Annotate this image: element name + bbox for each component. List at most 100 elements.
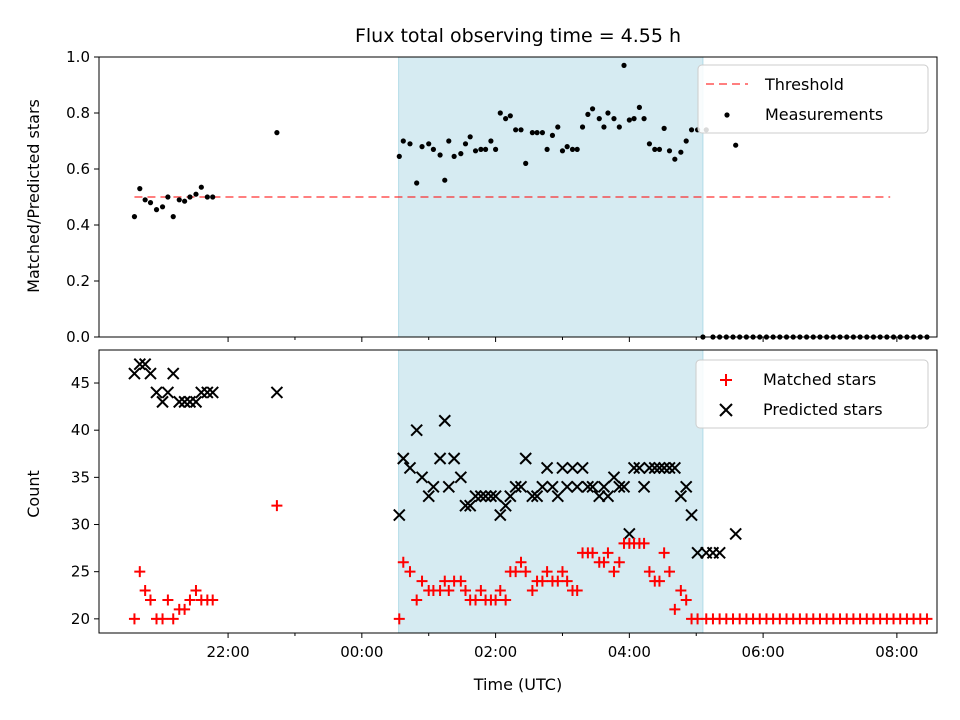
top-y-tick-label: 0.4 [66,216,90,234]
x-tick-label: 02:00 [474,643,517,661]
predicted-point [597,480,611,493]
bottom-x-ticks: 22:00 00:00 02:00 04:00 06:00 08:00 [206,633,918,661]
matched-point [157,613,169,625]
measurement-point [621,62,627,68]
predicted-point [463,499,477,512]
predicted-point [551,490,565,503]
matched-point [271,500,283,512]
predicted-point [519,452,532,465]
predicted-point [613,480,626,493]
matched-point [139,585,151,597]
matched-point [411,594,423,606]
measurement-point [534,130,540,136]
measurement-point [153,207,160,213]
measurement-point [274,130,280,136]
predicted-point [167,367,180,380]
measurement-point [596,116,602,122]
predicted-point [499,499,512,512]
measurement-point [585,111,591,117]
matched-point [680,594,692,606]
predicted-point [570,480,584,493]
predicted-point [494,508,507,522]
bottom-y-tick-label: 35 [71,468,90,486]
predicted-point [601,490,615,503]
measurement-point [210,194,216,200]
predicted-point [685,508,698,522]
predicted-point [133,357,147,371]
matched-point [658,547,670,559]
predicted-point [607,471,621,484]
measurement-point [458,151,464,157]
measurement-point [507,113,513,119]
matched-point [587,547,599,559]
predicted-point [713,546,726,560]
bottom-legend: Matched stars Predicted stars [695,359,929,429]
measurement-point [661,125,667,131]
measurement-point [641,116,647,122]
matched-point [184,594,196,606]
measurement-point [616,124,622,130]
predicted-point [648,461,661,475]
measurement-point [414,180,420,186]
measurement-point [137,186,143,192]
matched-point [190,585,202,597]
measurement-point [678,149,684,155]
predicted-point [161,386,175,399]
measurement-point [430,146,436,152]
bottom-panel: 20 25 30 35 40 45 22:00 00:00 02:00 04:00 06:00 08… [24,349,938,694]
matched-point [416,575,428,587]
predicted-point [653,461,666,475]
x-tick-label: 22:00 [206,643,249,661]
predicted-point [657,461,671,475]
matched-point [556,566,568,578]
top-legend-box [697,64,929,134]
matched-point [500,594,512,606]
predicted-point [633,461,646,475]
matched-point [460,585,471,597]
measurement-point [656,146,663,152]
predicted-point [156,395,169,409]
measurement-point [131,214,138,220]
predicted-point [144,367,157,380]
measurement-point [589,106,596,112]
measurement-point [488,138,494,144]
predicted-point [729,527,742,541]
matched-point [515,556,527,568]
matched-point [470,594,482,606]
measurement-point [544,146,550,152]
predicted-point [206,386,219,399]
measurement-point [426,141,432,147]
predicted-point [576,461,589,475]
predicted-point [173,395,186,409]
predicted-point [138,357,152,371]
matched-points [128,500,933,625]
predicted-point [469,490,482,503]
matched-point [490,594,502,606]
measurement-point [193,191,199,197]
measurement-point [170,214,176,220]
measurement-point [437,152,443,158]
measurement-point [569,146,576,152]
x-tick-label: 00:00 [340,643,383,661]
predicted-point [643,461,656,475]
matched-point [520,566,532,578]
matched-point [393,613,405,625]
measurement-point [182,198,188,204]
measurement-point [198,184,204,190]
matched-point [134,566,146,578]
predicted-point [674,490,688,503]
measurement-point [539,130,546,136]
bottom-axes-frame [98,349,938,634]
predicted-point [509,480,522,493]
measurement-point [636,104,642,110]
matched-point [494,585,506,597]
measurement-point [666,148,673,154]
x-tick-label: 08:00 [875,643,918,661]
measurement-point [564,144,570,150]
predicted-point [560,480,574,493]
chart-title: Flux total observing time = 4.55 h [355,25,681,47]
measurement-point [688,127,695,133]
predicted-point [433,452,447,465]
predicted-points [128,357,742,560]
